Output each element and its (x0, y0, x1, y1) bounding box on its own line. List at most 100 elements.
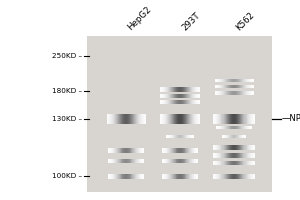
Bar (233, 135, 234, 138)
Bar (231, 153, 232, 158)
Bar (128, 148, 129, 153)
Bar (163, 174, 164, 179)
Bar (233, 126, 234, 129)
Bar (242, 174, 244, 179)
Bar (164, 174, 165, 179)
Bar (230, 135, 231, 138)
Bar (220, 114, 222, 124)
Bar (244, 135, 245, 138)
Bar (131, 148, 133, 153)
Bar (182, 94, 183, 98)
Bar (232, 135, 233, 138)
Bar (214, 161, 215, 165)
Bar (228, 85, 230, 88)
Bar (248, 126, 250, 129)
Bar (194, 174, 196, 179)
Bar (186, 87, 187, 92)
Bar (213, 153, 214, 158)
Bar (191, 174, 192, 179)
Bar (172, 159, 173, 163)
Bar (128, 159, 129, 163)
Bar (231, 85, 232, 88)
Bar (227, 126, 228, 129)
Bar (247, 91, 248, 95)
Bar (180, 114, 181, 124)
Bar (165, 148, 166, 153)
Bar (242, 145, 244, 150)
Bar (114, 148, 116, 153)
Bar (140, 148, 142, 153)
Bar (245, 79, 246, 82)
Bar (245, 85, 246, 88)
Bar (185, 94, 186, 98)
Bar (231, 79, 232, 82)
Bar (240, 135, 241, 138)
Bar (168, 87, 169, 92)
Bar (127, 148, 128, 153)
Bar (143, 159, 144, 163)
Bar (119, 148, 120, 153)
Bar (130, 148, 132, 153)
Bar (138, 159, 139, 163)
Bar (140, 174, 142, 179)
Bar (135, 159, 136, 163)
Bar (243, 85, 244, 88)
Bar (134, 148, 135, 153)
Bar (177, 100, 178, 104)
Bar (218, 79, 220, 82)
Bar (242, 135, 243, 138)
Bar (181, 174, 182, 179)
Bar (164, 87, 165, 92)
Bar (233, 174, 234, 179)
Bar (136, 114, 137, 124)
Bar (124, 148, 125, 153)
Bar (109, 159, 110, 163)
Bar (218, 85, 220, 88)
Bar (187, 114, 188, 124)
Bar (192, 135, 193, 138)
Bar (233, 161, 234, 165)
Bar (252, 174, 253, 179)
Bar (144, 114, 145, 124)
Bar (223, 135, 224, 138)
Bar (245, 153, 247, 158)
Bar (215, 174, 217, 179)
Bar (107, 114, 109, 124)
Bar (244, 145, 245, 150)
Bar (231, 145, 232, 150)
Bar (179, 159, 180, 163)
Bar (228, 91, 230, 95)
Bar (238, 91, 239, 95)
Bar (238, 135, 239, 138)
Bar (142, 114, 144, 124)
Bar (186, 100, 187, 104)
Bar (170, 94, 172, 98)
Bar (216, 161, 218, 165)
Bar (221, 91, 223, 95)
Bar (227, 135, 228, 138)
Bar (232, 79, 233, 82)
Bar (196, 114, 197, 124)
Bar (229, 91, 230, 95)
Bar (164, 148, 165, 153)
Bar (226, 79, 227, 82)
Bar (186, 114, 187, 124)
Bar (168, 174, 169, 179)
Bar (234, 126, 235, 129)
Bar (229, 135, 230, 138)
Bar (167, 135, 168, 138)
Bar (193, 94, 194, 98)
Bar (176, 174, 177, 179)
Bar (186, 148, 188, 153)
Bar (232, 153, 233, 158)
Bar (125, 159, 126, 163)
Bar (109, 174, 110, 179)
Bar (239, 91, 240, 95)
Bar (130, 174, 131, 179)
Bar (190, 148, 191, 153)
Bar (229, 85, 230, 88)
Bar (237, 135, 238, 138)
Bar (168, 135, 169, 138)
Bar (221, 161, 223, 165)
Bar (122, 114, 123, 124)
